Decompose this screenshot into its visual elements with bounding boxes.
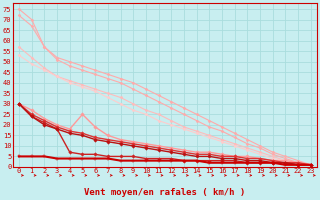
X-axis label: Vent moyen/en rafales ( km/h ): Vent moyen/en rafales ( km/h ): [84, 188, 245, 197]
